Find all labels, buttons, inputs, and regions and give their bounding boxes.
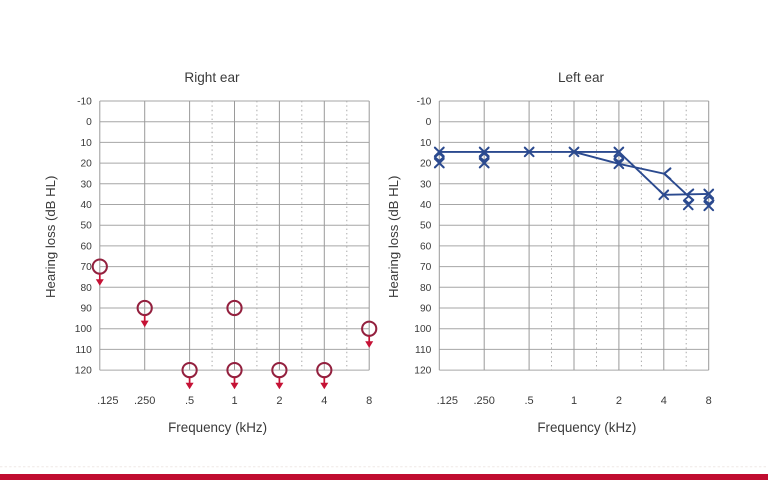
- svg-text:50: 50: [80, 221, 92, 232]
- svg-text:90: 90: [420, 304, 432, 315]
- svg-text:1: 1: [231, 395, 237, 407]
- svg-text:1: 1: [571, 395, 577, 407]
- svg-text:Frequency (kHz): Frequency (kHz): [537, 420, 636, 435]
- svg-text:8: 8: [706, 395, 712, 407]
- svg-text:100: 100: [75, 324, 92, 335]
- svg-text:-10: -10: [417, 97, 432, 108]
- svg-text:70: 70: [420, 262, 432, 273]
- svg-text:.250: .250: [473, 395, 494, 407]
- svg-text:70: 70: [80, 262, 92, 273]
- svg-text:Left ear: Left ear: [558, 70, 605, 85]
- svg-text:.5: .5: [185, 395, 194, 407]
- svg-text:60: 60: [420, 241, 432, 252]
- svg-text:100: 100: [414, 324, 431, 335]
- svg-text:8: 8: [366, 395, 372, 407]
- svg-text:2: 2: [616, 395, 622, 407]
- svg-text:Right ear: Right ear: [184, 70, 240, 85]
- svg-text:40: 40: [420, 200, 432, 211]
- svg-text:80: 80: [80, 283, 92, 294]
- svg-text:0: 0: [86, 117, 92, 128]
- svg-text:Frequency (kHz): Frequency (kHz): [168, 420, 267, 435]
- svg-text:4: 4: [321, 395, 327, 407]
- svg-text:30: 30: [420, 179, 432, 190]
- svg-text:4: 4: [661, 395, 667, 407]
- svg-text:2: 2: [276, 395, 282, 407]
- svg-text:30: 30: [80, 179, 92, 190]
- svg-text:.125: .125: [437, 395, 458, 407]
- svg-text:10: 10: [420, 138, 432, 149]
- svg-text:20: 20: [420, 159, 432, 170]
- svg-text:60: 60: [80, 241, 92, 252]
- svg-text:.5: .5: [525, 395, 534, 407]
- svg-text:20: 20: [80, 159, 92, 170]
- svg-text:-10: -10: [77, 97, 92, 108]
- svg-text:.125: .125: [97, 395, 118, 407]
- svg-text:120: 120: [414, 366, 431, 377]
- svg-text:40: 40: [80, 200, 92, 211]
- svg-text:0: 0: [426, 117, 432, 128]
- svg-text:110: 110: [415, 345, 432, 356]
- svg-text:80: 80: [420, 283, 432, 294]
- svg-text:120: 120: [75, 366, 92, 377]
- svg-text:.250: .250: [134, 395, 155, 407]
- svg-text:50: 50: [420, 221, 432, 232]
- svg-text:Hearing loss (dB HL): Hearing loss (dB HL): [43, 176, 58, 298]
- svg-text:10: 10: [80, 138, 92, 149]
- svg-text:Hearing loss (dB HL): Hearing loss (dB HL): [386, 176, 401, 298]
- svg-text:110: 110: [76, 345, 93, 356]
- svg-text:90: 90: [80, 304, 92, 315]
